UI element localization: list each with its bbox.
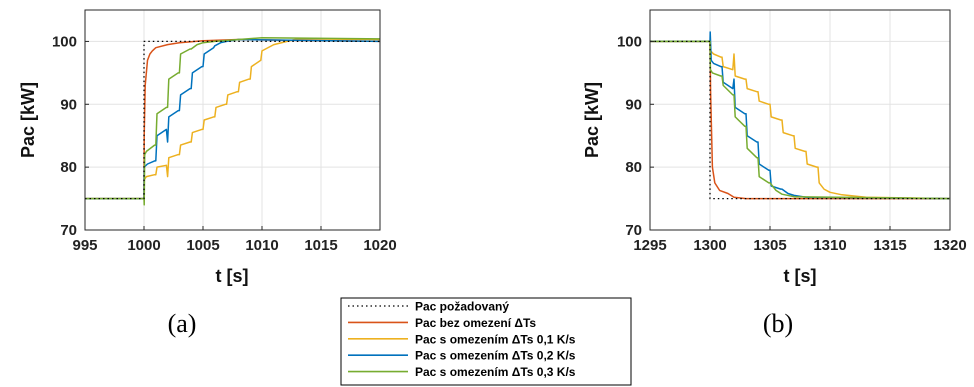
grid-b (650, 10, 950, 230)
series-line-a-3 (85, 38, 381, 200)
x-tick-label-a: 1010 (245, 237, 278, 254)
series-line-a-4 (85, 36, 381, 206)
legend-label-4: Pac s omezením ΔTs 0,3 K/s (415, 365, 576, 379)
legend-label-2: Pac s omezením ΔTs 0,1 K/s (415, 332, 576, 346)
legend: Pac požadovaný Pac bez omezení ΔTs Pac s o… (340, 297, 632, 386)
x-axis-label-a: t [s] (216, 266, 249, 286)
x-tick-label-b: 1295 (633, 237, 666, 254)
tick-labels-b: 1295 1300 1305 1310 1315 1320 70 80 90 100 (617, 33, 967, 254)
y-tick-label-b: 100 (617, 33, 642, 50)
series-lines-a (85, 36, 381, 206)
series-line-a-0 (85, 40, 380, 200)
legend-label-1: Pac bez omezení ΔTs (415, 316, 536, 330)
y-tick-label-b: 90 (625, 96, 642, 113)
y-axis-label-a: Pac [kW] (18, 82, 38, 158)
axes-box-a (84, 9, 381, 231)
x-tick-label-a: 1000 (127, 237, 160, 254)
x-tick-label-a: 1020 (363, 237, 396, 254)
panel-label-b: (b) (763, 309, 793, 338)
panel-label-a: (a) (168, 309, 197, 338)
x-tick-label-a: 1015 (304, 237, 337, 254)
y-tick-label-a: 100 (52, 33, 77, 50)
x-axis-label-b: t [s] (784, 266, 817, 286)
x-tick-label-a: 995 (72, 237, 97, 254)
chart-panel-a: 995 1000 1005 1010 1015 1020 70 80 90 100 t [s] P… (18, 9, 397, 338)
axes-box-b (649, 9, 951, 231)
y-tick-label-b: 70 (625, 222, 642, 239)
grid-a (85, 10, 380, 230)
y-tick-label-a: 80 (60, 159, 77, 176)
y-axis-label-b: Pac [kW] (582, 82, 602, 158)
tick-labels-a: 995 1000 1005 1010 1015 1020 70 80 90 100 (52, 33, 397, 254)
y-tick-label-a: 90 (60, 96, 77, 113)
x-tick-label-b: 1320 (933, 237, 966, 254)
series-lines-b (650, 31, 951, 200)
y-tick-label-a: 70 (60, 222, 77, 239)
x-tick-label-a: 1005 (186, 237, 219, 254)
x-tick-label-b: 1300 (693, 237, 726, 254)
series-line-b-3 (650, 31, 951, 200)
y-tick-label-b: 80 (625, 159, 642, 176)
legend-box (340, 297, 632, 386)
x-tick-label-b: 1310 (813, 237, 846, 254)
legend-label-3: Pac s omezením ΔTs 0,2 K/s (415, 349, 576, 363)
x-tick-label-b: 1305 (753, 237, 786, 254)
x-tick-label-b: 1315 (873, 237, 906, 254)
series-line-b-4 (650, 40, 951, 200)
plot-area-a (85, 10, 380, 230)
series-line-a-2 (85, 38, 381, 200)
series-line-b-2 (650, 40, 951, 200)
legend-label-0: Pac požadovaný (415, 300, 509, 314)
plot-area-b (650, 10, 950, 230)
